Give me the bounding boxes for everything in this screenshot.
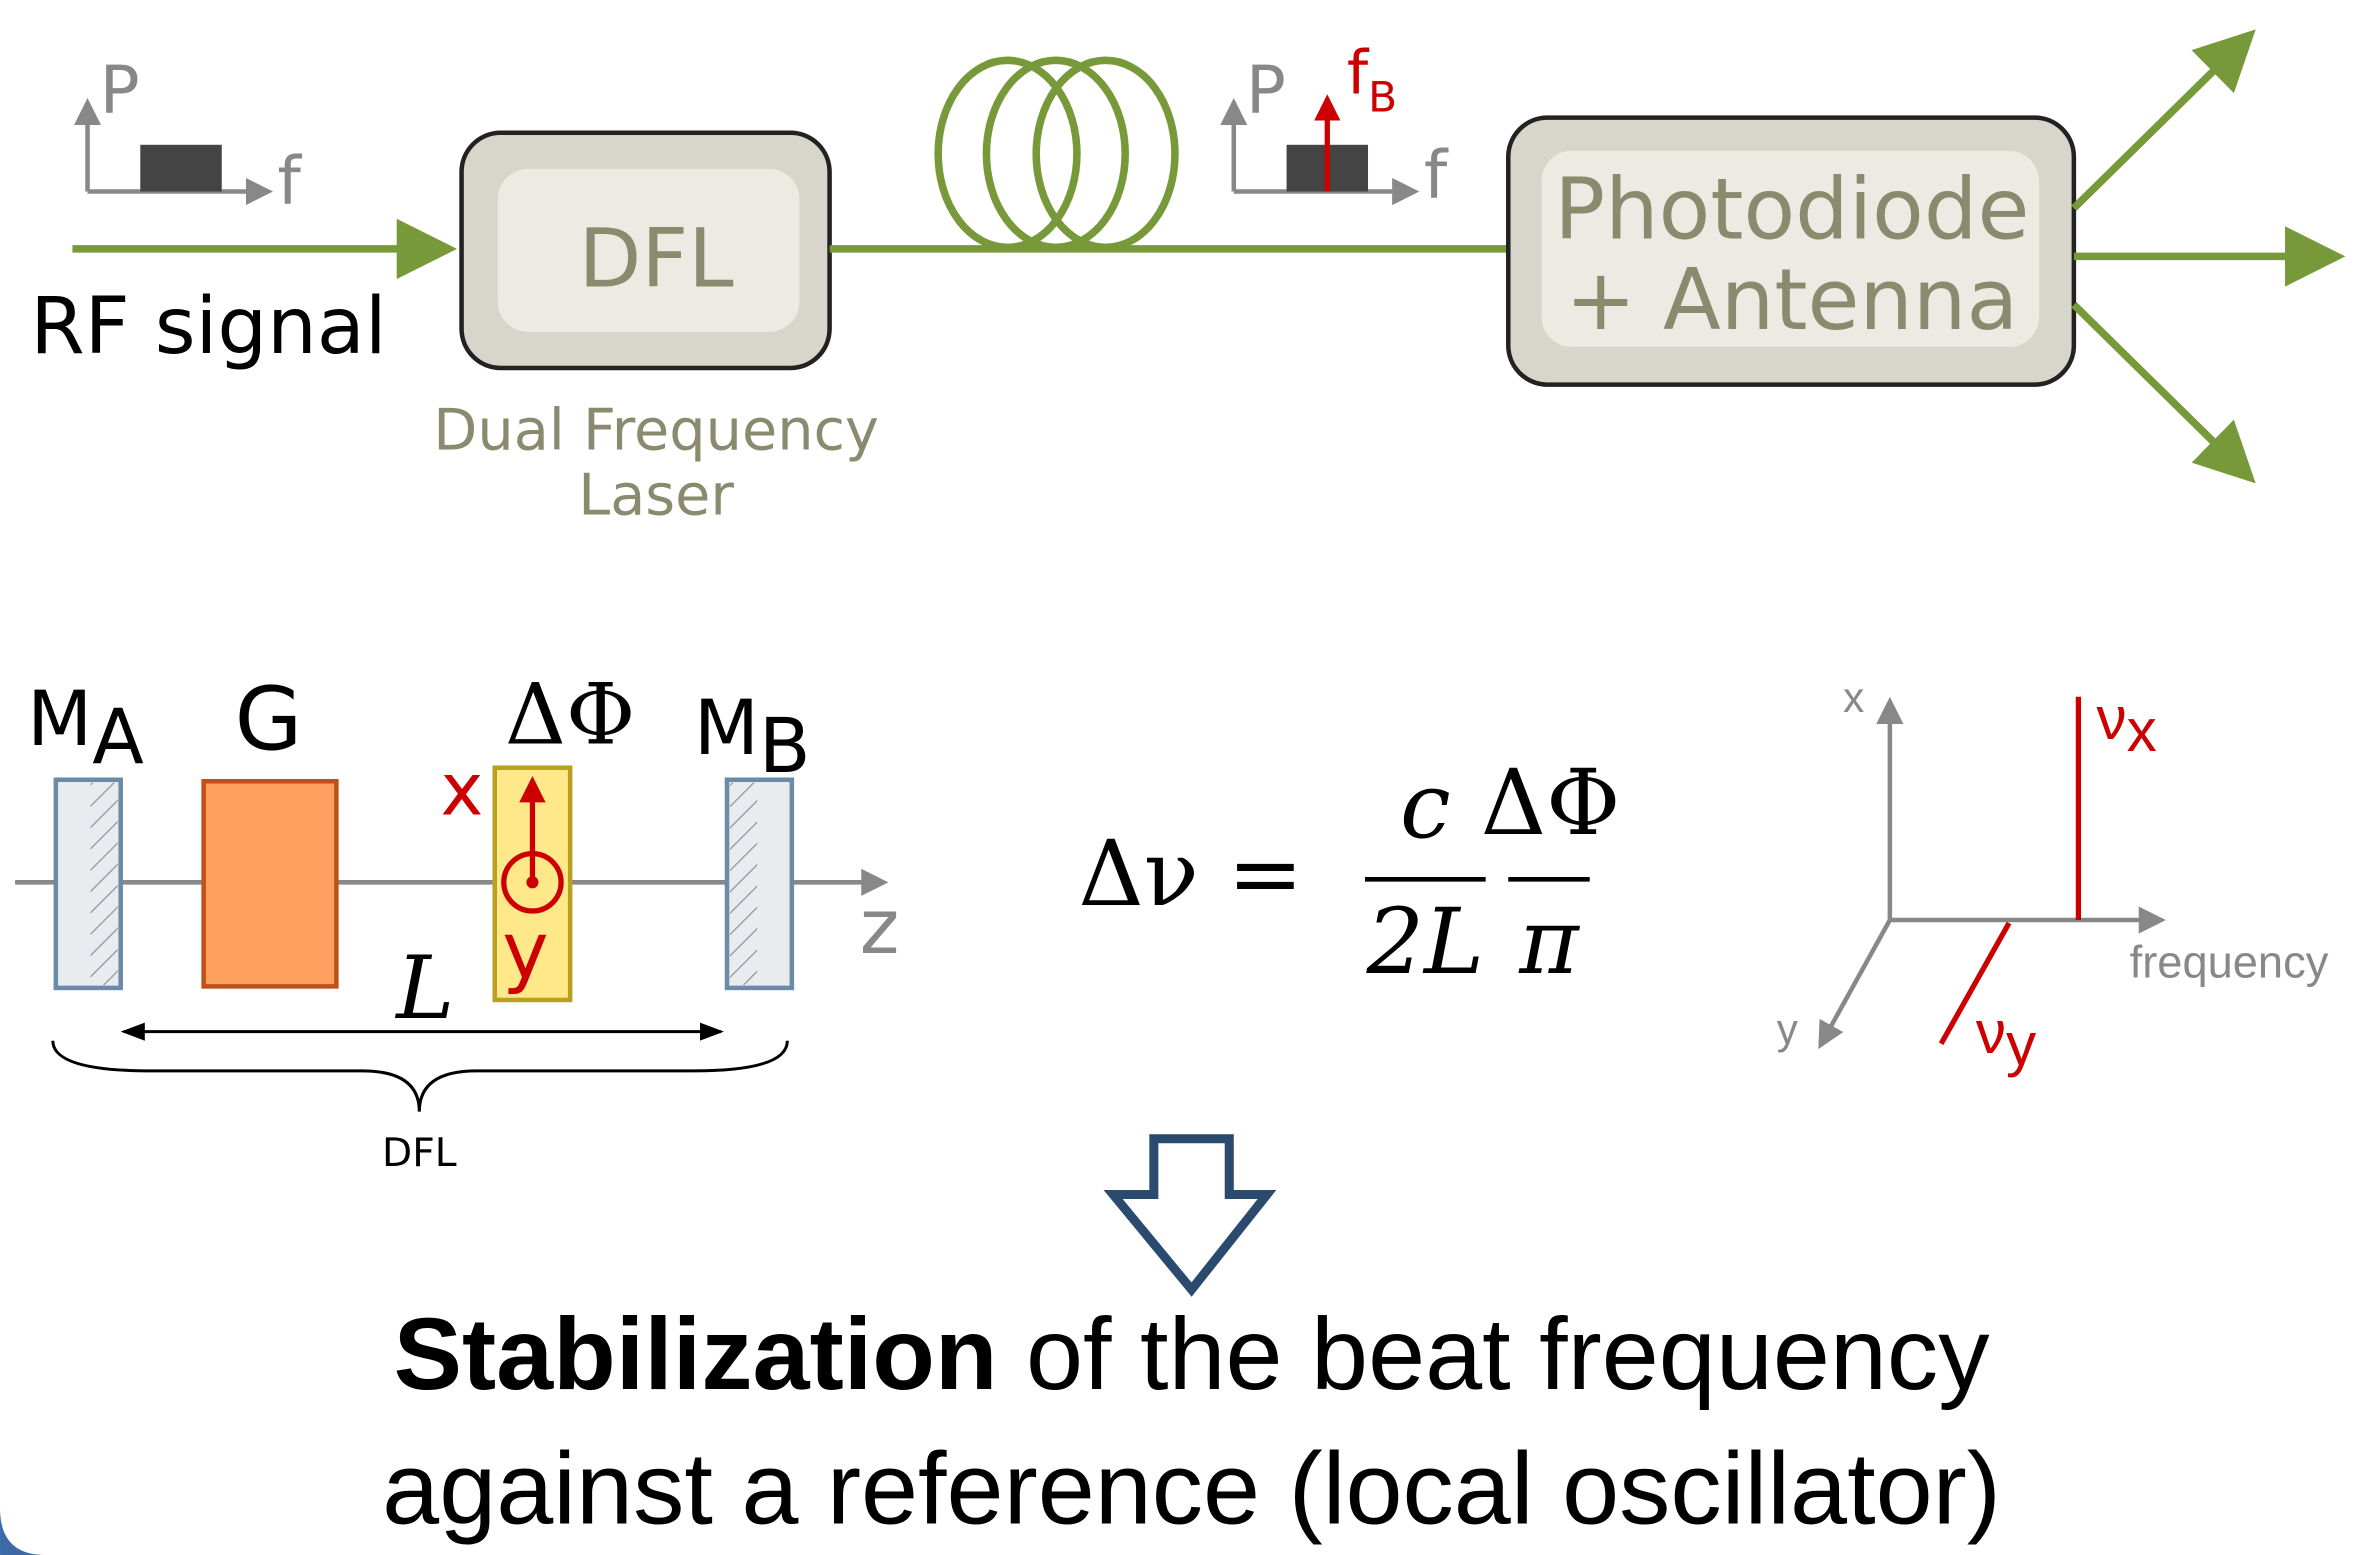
conclusion-line: against a reference (local oscillator) bbox=[382, 1430, 2001, 1545]
axis-label: f bbox=[278, 142, 303, 220]
rf-label: RF signal bbox=[30, 281, 386, 372]
pol-label: x bbox=[440, 748, 483, 832]
pol-circle bbox=[501, 851, 564, 914]
axis-label: P bbox=[100, 51, 140, 129]
gain-label: G bbox=[235, 669, 303, 771]
conclusion: Stabilization of the beat frequency agai… bbox=[382, 1296, 2001, 1545]
axis-label: y bbox=[1777, 1006, 1799, 1053]
pol-label: y bbox=[502, 905, 548, 996]
mirror-label: MB bbox=[694, 684, 811, 790]
mode-label: νy bbox=[1976, 998, 2037, 1078]
formula-lhs: Δν = bbox=[1078, 822, 1303, 927]
gain-medium bbox=[201, 779, 339, 989]
box-label: Photodiode bbox=[1554, 160, 2029, 258]
emission-arrow bbox=[2071, 301, 2256, 484]
pol-dot bbox=[526, 876, 539, 889]
mode-label: νx bbox=[2096, 684, 2156, 764]
length-label: L bbox=[394, 937, 454, 1039]
mirror-label: MA bbox=[27, 675, 144, 781]
box-highlight bbox=[497, 168, 800, 332]
brace bbox=[51, 1040, 789, 1112]
formula-term: 2L bbox=[1365, 890, 1484, 995]
box-label: DFL bbox=[579, 212, 734, 307]
brace-label: DFL bbox=[382, 1131, 457, 1176]
axis-label: P bbox=[1246, 51, 1286, 129]
emission-arrow bbox=[2071, 29, 2256, 211]
phase-label: ΔΦ bbox=[505, 666, 635, 764]
beat-label: fB bbox=[1347, 39, 1397, 122]
axis bbox=[1818, 918, 1892, 1050]
mirror-hatch bbox=[90, 782, 118, 985]
axis-label: f bbox=[1424, 136, 1449, 214]
formula-term: ΔΦ bbox=[1481, 751, 1621, 856]
formula: Δν = c 2L ΔΦ π bbox=[1078, 751, 1620, 995]
spectrum-band bbox=[140, 144, 222, 192]
top-section: P f RF signal DFL Dual Frequency Laser P… bbox=[30, 29, 2346, 528]
mode-line bbox=[1938, 921, 2012, 1045]
cavity: x y MA G ΔΦ MB z L DFL bbox=[15, 666, 899, 1176]
formula-term: c bbox=[1400, 754, 1451, 859]
fiber-coil bbox=[934, 56, 1179, 252]
box-label: + Antenna bbox=[1565, 251, 2018, 349]
caption: Dual Frequency bbox=[433, 396, 879, 463]
corner-decoration bbox=[0, 1508, 46, 1555]
axis-label: frequency bbox=[2130, 936, 2329, 987]
axis-label: z bbox=[860, 883, 900, 971]
box-highlight bbox=[1541, 150, 2040, 347]
conclusion-line: Stabilization of the beat frequency bbox=[394, 1296, 1991, 1411]
axis-label: x bbox=[1843, 674, 1864, 721]
caption: Laser bbox=[578, 461, 734, 528]
mirror-hatch bbox=[730, 782, 758, 985]
formula-term: π bbox=[1518, 890, 1580, 995]
mode-axes: x y frequency νx νy bbox=[1777, 674, 2329, 1078]
down-arrow bbox=[1103, 1134, 1277, 1297]
